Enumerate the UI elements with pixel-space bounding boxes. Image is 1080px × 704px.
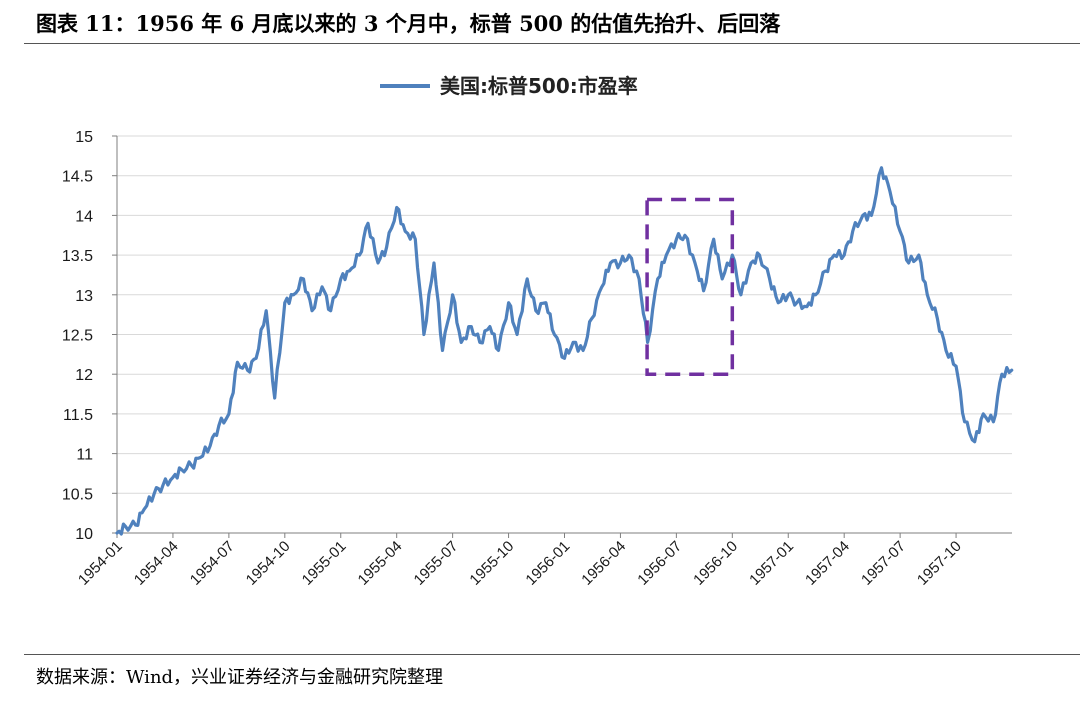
legend-label: 美国:标普500:市盈率	[440, 74, 638, 98]
x-tick-label: 1954-07	[187, 538, 238, 589]
x-tick-label: 1954-01	[75, 538, 126, 589]
x-tick-label: 1955-10	[466, 538, 517, 589]
highlight-box	[645, 197, 735, 376]
y-tick-label: 10	[75, 526, 93, 543]
bottom-rule	[24, 654, 1080, 655]
y-tick-label: 14.5	[62, 169, 93, 186]
x-tick-label: 1954-04	[131, 538, 182, 589]
y-tick-label: 14	[75, 208, 93, 225]
x-tick-label: 1956-07	[634, 538, 685, 589]
legend: 美国:标普500:市盈率	[380, 74, 638, 98]
x-tick-label: 1955-07	[410, 538, 461, 589]
axes	[112, 135, 1012, 538]
x-tick-label: 1957-01	[746, 538, 797, 589]
x-tick-label: 1955-01	[299, 538, 350, 589]
y-tick-label: 12	[75, 367, 93, 384]
highlight-layer	[645, 197, 735, 376]
y-tick-label: 12.5	[62, 328, 93, 345]
y-tick-label: 13	[75, 288, 93, 305]
x-tick-label: 1957-04	[802, 538, 853, 589]
x-tick-label: 1956-04	[578, 538, 629, 589]
y-axis-ticks: 10 10.5 11 11.5 12 12.5 13 13.5 14 14.5 15	[62, 129, 93, 543]
y-tick-label: 11.5	[63, 407, 93, 424]
y-tick-label: 10.5	[62, 486, 93, 503]
series-layer	[115, 166, 1014, 536]
x-tick-label: 1957-07	[858, 538, 909, 589]
source-note: 数据来源：Wind，兴业证券经济与金融研究院整理	[36, 667, 444, 688]
x-tick-label: 1956-10	[690, 538, 741, 589]
x-tick-label: 1956-01	[522, 538, 573, 589]
x-axis-ticks: 1954-01 1954-04 1954-07 1954-10 1955-01 1955-…	[75, 538, 965, 589]
y-tick-label: 13.5	[62, 248, 93, 265]
x-tick-label: 1954-10	[243, 538, 294, 589]
x-tick-label: 1955-04	[355, 538, 406, 589]
y-tick-label: 15	[75, 129, 93, 146]
top-rule	[24, 43, 1080, 44]
figure-title: 图表 11：1956 年 6 月底以来的 3 个月中，标普 500 的估值先抬升…	[36, 11, 781, 36]
x-tick-label: 1957-10	[914, 538, 965, 589]
y-tick-label: 11	[76, 447, 93, 464]
series-line	[115, 166, 1014, 536]
